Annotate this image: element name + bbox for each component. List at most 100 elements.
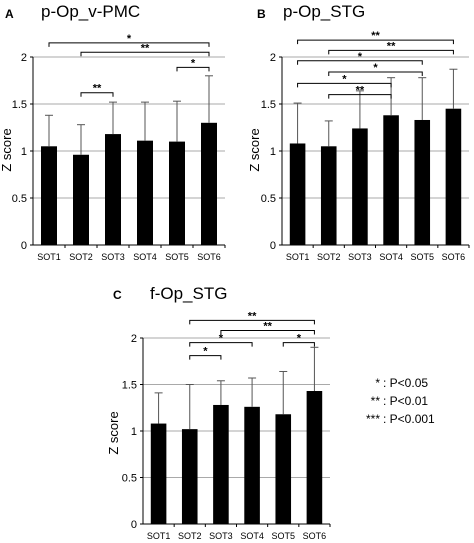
significance-bracket [189,319,315,325]
y-tick-label: 0 [131,519,137,531]
significance-bracket [48,42,210,47]
panel-letter: A [5,7,14,21]
bar [275,414,292,524]
y-tick-label: 0.5 [122,473,137,485]
bar [414,119,431,245]
y-tick-label: 1 [131,426,137,438]
panel-title: f-Op_STG [150,284,227,303]
bar [105,134,121,245]
category-label: SOT6 [303,531,327,541]
significance-bracket [328,71,423,77]
category-label: SOT5 [165,252,189,262]
bar [244,406,260,524]
bar [289,143,306,245]
significance-label: * [297,333,302,345]
y-tick-label: 0 [270,240,276,252]
bar [213,404,229,524]
significance-label: * [373,62,378,74]
panel-letter: C [113,288,122,302]
bar [137,140,153,245]
legend-symbol: * [375,376,380,390]
category-label: SOT1 [147,531,171,541]
category-label: SOT4 [133,252,157,262]
significance-label: * [342,73,347,85]
bar [383,115,399,245]
y-tick-label: 2 [131,333,137,345]
significance-bracket [80,51,210,57]
significance-bracket [176,66,210,72]
significance-label: ** [263,321,272,333]
bar [181,429,198,524]
significance-bracket [189,355,222,360]
y-tick-label: 0 [21,240,27,252]
legend-text: : P<0.01 [383,394,428,408]
significance-label: ** [356,85,365,97]
legend-symbol: *** [366,412,380,426]
bar [169,141,185,245]
panel-title: p-Op_STG [283,2,365,21]
significance-label: * [203,346,208,358]
category-label: SOT5 [271,531,295,541]
significance-label: * [127,33,132,45]
bar [445,108,462,245]
panel-letter: B [257,7,266,21]
category-label: SOT6 [442,252,466,262]
y-tick-label: 1.5 [12,99,27,111]
significance-bracket [189,342,253,347]
legend-symbol: ** [371,394,381,408]
bar [201,122,217,245]
category-label: SOT4 [240,531,264,541]
significance-label: ** [141,42,150,54]
bar [150,423,167,524]
significance-bracket [297,39,454,45]
significance-bracket [282,342,315,347]
panel-title: p-Op_v-PMC [41,2,140,21]
category-label: SOT5 [410,252,434,262]
significance-label: * [191,57,196,69]
y-tick-label: 0.5 [12,193,27,205]
category-label: SOT3 [101,252,125,262]
significance-bracket [328,49,454,55]
significance-legend: * : P<0.05 ** : P<0.01 *** : P<0.001 [366,376,435,426]
category-label: SOT3 [348,252,372,262]
significance-bracket [297,60,423,65]
bar [73,154,89,245]
category-label: SOT2 [69,252,93,262]
significance-bracket [328,94,392,99]
legend-text: : P<0.05 [383,376,428,390]
category-label: SOT2 [178,531,202,541]
legend-text: : P<0.001 [383,412,435,426]
y-tick-label: 2 [270,52,276,64]
y-axis-label: Z score [0,128,14,171]
category-label: SOT4 [379,252,403,262]
significance-bracket [297,82,392,88]
significance-label: ** [387,40,396,52]
significance-label: ** [93,83,102,95]
significance-bracket [220,330,315,335]
bar [352,128,368,245]
category-label: SOT3 [209,531,233,541]
significance-bracket [80,92,114,97]
y-tick-label: 1.5 [122,380,137,392]
significance-label: ** [371,30,380,42]
significance-label: * [358,51,363,63]
significance-label: * [219,333,224,345]
y-tick-label: 2 [21,52,27,64]
y-tick-label: 1 [21,146,27,158]
y-tick-label: 1.5 [261,99,276,111]
category-label: SOT1 [286,252,310,262]
category-label: SOT1 [37,252,61,262]
y-axis-label: Z score [247,128,262,171]
y-tick-label: 1 [270,146,276,158]
category-label: SOT6 [197,252,221,262]
y-tick-label: 0.5 [261,193,276,205]
bar [41,146,57,245]
category-label: SOT2 [317,252,341,262]
bar [320,146,337,245]
y-axis-label: Z score [106,411,121,454]
bar [306,391,323,524]
